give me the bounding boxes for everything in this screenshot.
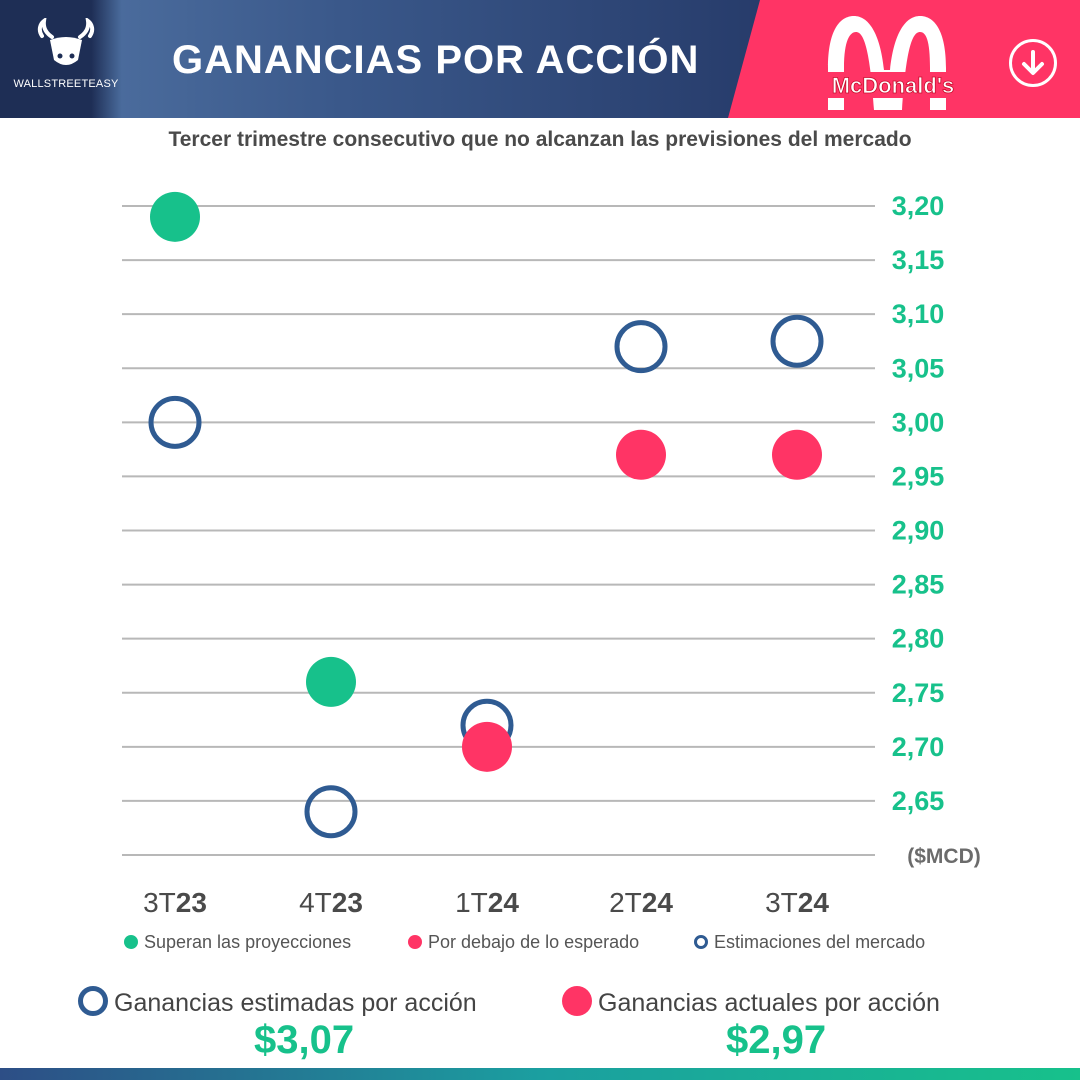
mcdonalds-logo-icon: McDonald's <box>818 16 968 110</box>
actual-eps-value: $2,97 <box>726 1018 827 1062</box>
legend-label: Estimaciones del mercado <box>714 932 926 952</box>
download-button[interactable] <box>1009 39 1057 87</box>
y-unit-label: ($MCD) <box>907 845 981 868</box>
y-tick-label: 2,75 <box>892 678 945 708</box>
actual-point <box>616 429 666 480</box>
y-tick-label: 3,05 <box>892 353 945 383</box>
legend-label: Por debajo de lo esperado <box>428 932 640 952</box>
actual-point <box>150 191 200 242</box>
actual-point <box>462 721 512 772</box>
estimate-ring-icon <box>694 935 708 949</box>
y-tick-label: 2,80 <box>892 624 945 654</box>
header-left-panel <box>0 0 760 118</box>
legend-item-miss: Por debajo de lo esperado <box>408 932 639 953</box>
bottom-accent-bar <box>0 1068 1080 1080</box>
eps-scatter-chart: 3,20 3,15 3,10 3,05 3,00 2,95 2,90 2,85 2,80 2,75… <box>122 191 981 918</box>
miss-dot-icon <box>408 935 422 949</box>
estimate-ring-icon <box>78 986 108 1016</box>
header-banner: WALLSTREETEASY GANANCIAS POR ACCIÓN McDo… <box>0 0 1080 118</box>
actual-dot-icon <box>562 986 592 1016</box>
estimate-point <box>304 785 358 839</box>
estimate-point <box>148 395 202 449</box>
estimated-eps-text: Ganancias estimadas por acción <box>114 989 477 1017</box>
y-tick-label: 2,70 <box>892 732 945 762</box>
x-tick-label: 4T23 <box>299 887 363 918</box>
estimated-eps-label: Ganancias estimadas por acción <box>78 986 477 1018</box>
x-tick-label: 1T24 <box>455 887 519 918</box>
page-title: GANANCIAS POR ACCIÓN <box>172 38 700 82</box>
x-tick-label: 3T23 <box>143 887 207 918</box>
x-tick-label: 2T24 <box>609 887 673 918</box>
actual-eps-label: Ganancias actuales por acción <box>562 986 940 1018</box>
x-tick-label: 3T24 <box>765 887 829 918</box>
brand-wordmark: McDonald's <box>832 73 955 98</box>
y-tick-label: 2,95 <box>892 461 945 491</box>
arrow-down-circle-icon <box>1022 50 1044 75</box>
y-tick-label: 3,00 <box>892 407 945 437</box>
bull-logo-icon <box>37 16 95 65</box>
actual-point <box>772 429 822 480</box>
y-tick-label: 3,20 <box>892 191 945 221</box>
chart-subtitle: Tercer trimestre consecutivo que no alca… <box>168 128 912 151</box>
actual-eps-text: Ganancias actuales por acción <box>598 989 940 1017</box>
estimated-eps-value: $3,07 <box>254 1018 355 1062</box>
logo-wordmark: WALLSTREETEASY <box>13 78 119 90</box>
actual-point <box>306 656 356 707</box>
estimate-point <box>770 314 824 368</box>
wallstreeteasy-logo[interactable]: WALLSTREETEASY <box>12 16 120 102</box>
y-tick-label: 2,65 <box>892 786 945 816</box>
y-tick-label: 3,10 <box>892 299 945 329</box>
y-tick-label: 3,15 <box>892 245 945 275</box>
legend-label: Superan las proyecciones <box>144 932 352 952</box>
estimate-point <box>614 320 668 374</box>
y-tick-label: 2,90 <box>892 516 945 546</box>
beat-dot-icon <box>124 935 138 949</box>
y-tick-label: 2,85 <box>892 570 945 600</box>
legend-item-estimate: Estimaciones del mercado <box>694 932 925 953</box>
legend-item-beat: Superan las proyecciones <box>124 932 351 953</box>
